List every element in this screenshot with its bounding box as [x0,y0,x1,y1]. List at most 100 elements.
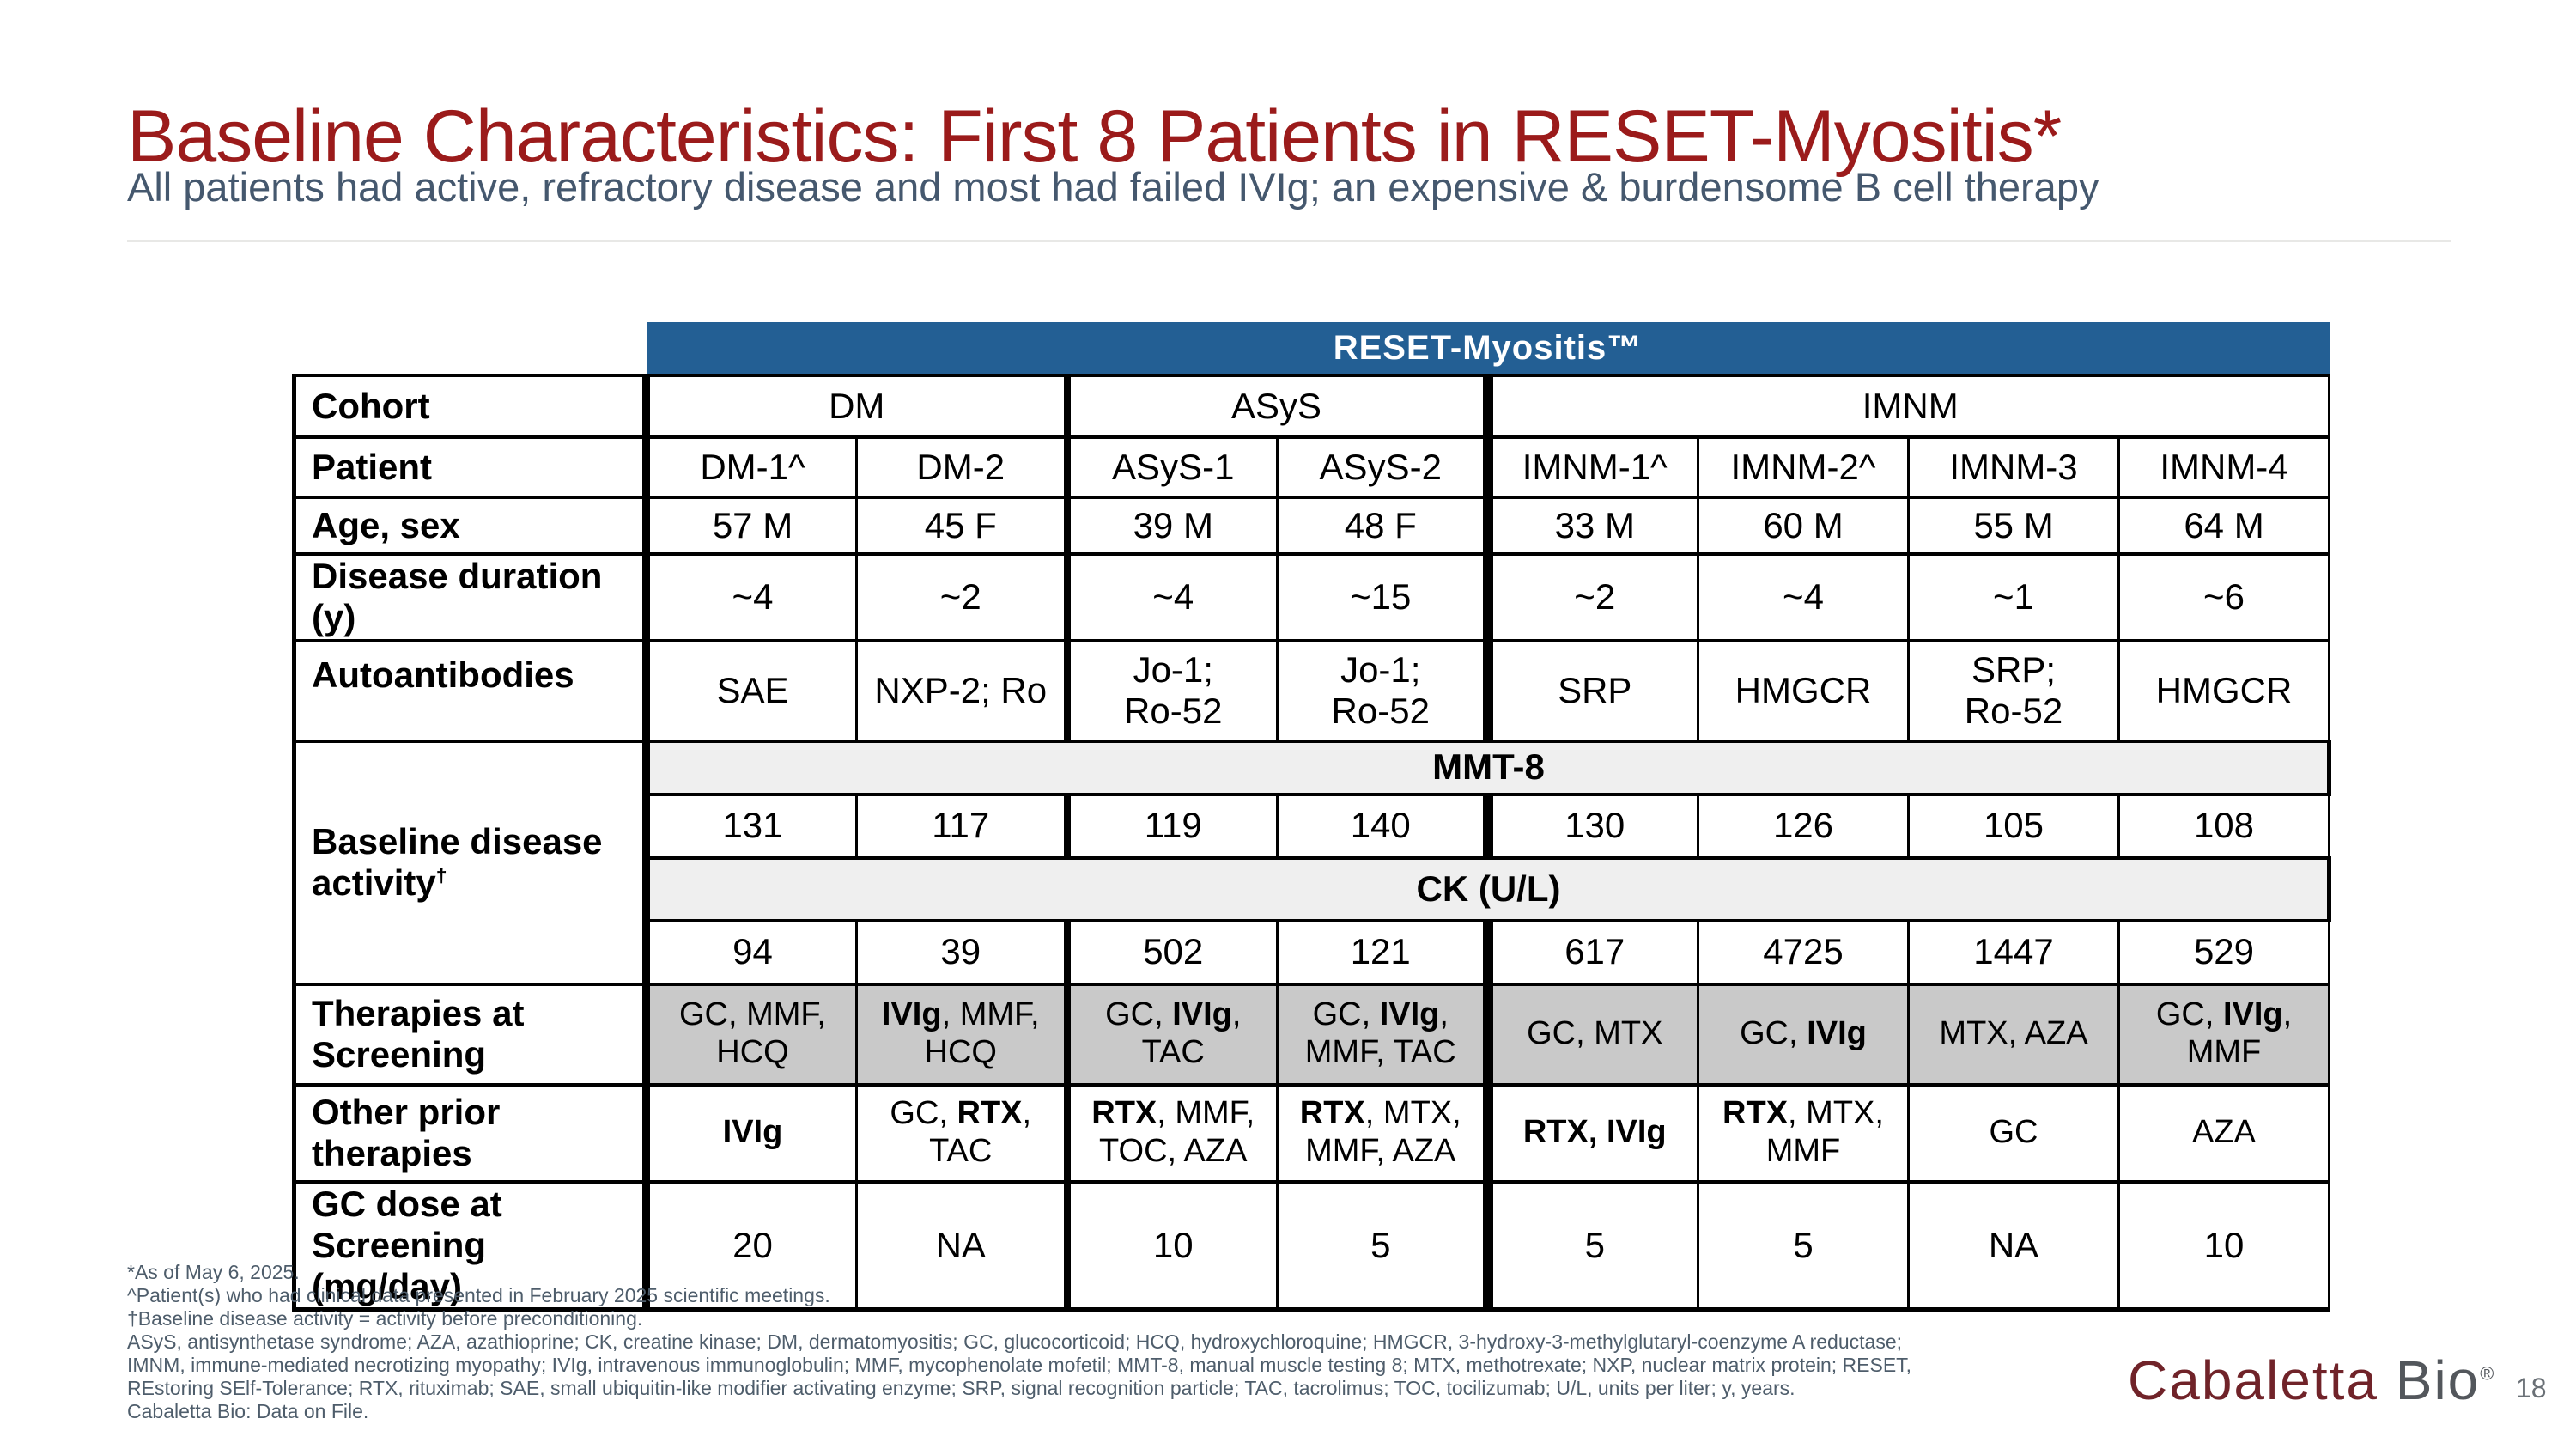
value-cell: 10 [1063,1179,1279,1313]
value-cell: 48 F [1276,496,1489,556]
value-cell: 4725 [1697,918,1910,986]
mmt8-header-row: Baseline disease activity† MMT-8 [292,739,2331,986]
value-cell: 39 [855,918,1068,986]
value-cell: SRP [1482,638,1699,743]
value-cell: 5 [1276,1179,1489,1313]
value-cell: 617 [1482,918,1699,986]
value-cell: 64 M [2117,496,2330,556]
value-cell: IVIg [645,1082,858,1184]
baseline-activity-label: Baseline disease activity [312,820,603,904]
value-cell: ~2 [855,552,1068,642]
value-cell: SAE [645,638,858,743]
gc-dose-row: GC dose at Screening (mg/day) 20 NA 10 5 … [292,1179,2330,1313]
value-cell: SRP; Ro-52 [1907,638,2120,743]
trial-banner: RESET-Myositis™ [646,322,2330,375]
value-cell: 57 M [645,496,858,556]
disease-duration-row: Disease duration (y) ~4 ~2 ~4 ~15 ~2 ~4 … [292,552,2330,642]
dagger-marker: † [435,864,447,887]
value-cell: GC, MMF, HCQ [645,982,858,1087]
patient-col-header: ASyS-2 [1276,435,1489,499]
row-label-other-prior: Other prior therapies [292,1082,650,1184]
cohort-row: Cohort DM ASyS IMNM [292,374,2330,439]
ck-values-row: 94 39 502 121 617 4725 1447 529 [295,918,2330,986]
patient-col-header: IMNM-2^ [1697,435,1910,499]
value-cell: 55 M [1907,496,2120,556]
page-subtitle: All patients had active, refractory dise… [127,164,2099,210]
value-cell: RTX, MTX, MMF [1697,1082,1910,1184]
page-title: Baseline Characteristics: First 8 Patien… [127,94,2062,178]
patient-col-header: IMNM-3 [1907,435,2120,499]
patient-row: Patient DM-1^ DM-2 ASyS-1 ASyS-2 IMNM-1^… [292,435,2330,499]
value-cell: AZA [2117,1082,2330,1184]
mmt8-values-row: 131 117 119 140 130 126 105 108 [295,792,2330,860]
value-cell: 140 [1276,792,1489,860]
row-label-gc-dose: GC dose at Screening (mg/day) [292,1179,650,1313]
patient-col-header: ASyS-1 [1063,435,1279,499]
value-cell: 502 [1063,918,1279,986]
value-cell: HMGCR [2117,638,2330,743]
footnote-line: *As of May 6, 2025. [127,1261,300,1283]
value-cell: NA [855,1179,1068,1313]
value-cell: RTX, MTX, MMF, AZA [1276,1082,1489,1184]
value-cell: RTX, MMF, TOC, AZA [1063,1082,1279,1184]
footnotes: *As of May 6, 2025. ^Patient(s) who had … [127,1261,2128,1423]
therapies-screening-row: Therapies at Screening GC, MMF, HCQ IVIg,… [292,982,2330,1087]
baseline-characteristics-table: RESET-Myositis™ Cohort DM ASyS IMNM Pati… [292,322,2331,1313]
value-cell: 94 [645,918,858,986]
value-cell: ~4 [1697,552,1910,642]
mmt8-subheader: MMT-8 [642,739,2331,796]
value-cell: 117 [855,792,1068,860]
patient-col-header: DM-1^ [645,435,858,499]
value-cell: 45 F [855,496,1068,556]
value-cell: ~4 [1063,552,1279,642]
value-cell: Jo-1; Ro-52 [1063,638,1279,743]
other-prior-therapies-row: Other prior therapies IVIg GC, RTX, TAC RT… [292,1082,2330,1184]
company-logo: Cabaletta Bio® [2128,1349,2495,1412]
row-label-therapies-screening: Therapies at Screening [292,982,650,1087]
patient-table: RESET-Myositis™ Cohort DM ASyS IMNM Pati… [292,322,2331,1313]
value-cell: GC, IVIg, MMF [2117,982,2330,1087]
autoantibodies-row: Autoantibodies SAE NXP-2; Ro Jo-1; Ro-52 … [292,638,2330,743]
banner-row: RESET-Myositis™ [294,322,2330,375]
row-label-autoantibodies: Autoantibodies [292,638,650,743]
header-divider [127,240,2451,242]
value-cell: 5 [1482,1179,1699,1313]
value-cell: 121 [1276,918,1489,986]
value-cell: 10 [2117,1179,2330,1313]
value-cell: MTX, AZA [1907,982,2120,1087]
value-cell: ~6 [2117,552,2330,642]
logo-wordmark-cabaletta: Cabaletta [2128,1349,2379,1411]
footnote-line: IMNM, immune-mediated necrotizing myopat… [127,1354,1912,1376]
value-cell: Jo-1; Ro-52 [1276,638,1489,743]
registered-trademark-mark: ® [2480,1362,2496,1385]
value-cell: ~2 [1482,552,1699,642]
value-cell: 105 [1907,792,2120,860]
value-cell: ~15 [1276,552,1489,642]
value-cell: 33 M [1482,496,1699,556]
value-cell: HMGCR [1697,638,1910,743]
value-cell: ~4 [645,552,858,642]
value-cell: GC [1907,1082,2120,1184]
patient-col-header: IMNM-4 [2117,435,2330,499]
footnote-line: ASyS, antisynthetase syndrome; AZA, azat… [127,1330,1903,1353]
patient-col-header: DM-2 [855,435,1068,499]
row-label-cohort: Cohort [292,374,650,439]
value-cell: IVIg, MMF, HCQ [855,982,1068,1087]
age-sex-row: Age, sex 57 M 45 F 39 M 48 F 33 M 60 M 5… [292,496,2330,556]
cohort-header-asys: ASyS [1063,374,1489,439]
value-cell: NA [1907,1179,2120,1313]
value-cell: 529 [2117,918,2330,986]
value-cell: 130 [1482,792,1699,860]
value-cell: 20 [645,1179,858,1313]
value-cell: 126 [1697,792,1910,860]
value-cell: GC, IVIg, MMF, TAC [1276,982,1489,1087]
footnote-line: REstoring SElf-Tolerance; RTX, rituximab… [127,1377,1795,1399]
value-cell: ~1 [1907,552,2120,642]
value-cell: 1447 [1907,918,2120,986]
value-cell: GC, IVIg [1697,982,1910,1087]
value-cell: 131 [645,792,858,860]
value-cell: 108 [2117,792,2330,860]
value-cell: GC, MTX [1482,982,1699,1087]
value-cell: GC, RTX, TAC [855,1082,1068,1184]
row-label-age-sex: Age, sex [292,496,650,556]
